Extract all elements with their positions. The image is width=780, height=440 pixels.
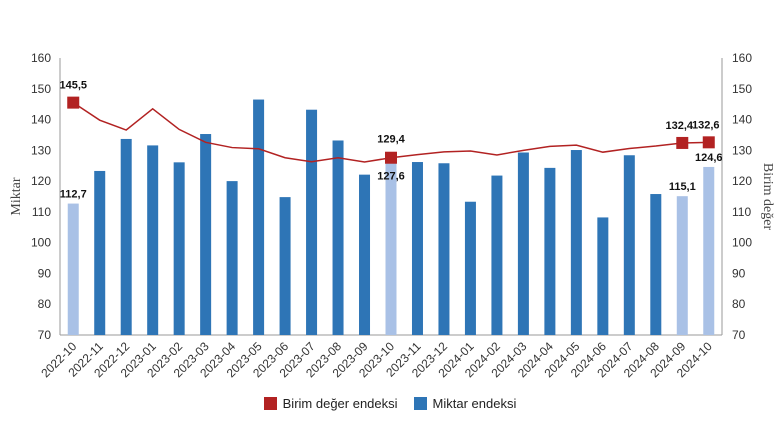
marker-2022-10 <box>67 96 80 109</box>
bar-2024-05 <box>570 150 582 335</box>
legend-item-quantity: Miktar endeksi <box>413 396 517 411</box>
y-tick-right-label: 130 <box>732 143 752 157</box>
y-tick-left-label: 80 <box>38 297 52 311</box>
y-tick-left-label: 130 <box>31 143 51 157</box>
bar-data-label: 112,7 <box>60 189 87 201</box>
y-tick-left-label: 160 <box>31 51 51 65</box>
bar-2024-08 <box>650 194 662 335</box>
bar-2023-07 <box>306 109 318 335</box>
legend-item-unit-value: Birim değer endeksi <box>263 396 398 411</box>
y-tick-left-label: 120 <box>31 174 51 188</box>
bar-2023-03 <box>200 134 212 335</box>
y-tick-right-label: 70 <box>732 328 746 342</box>
bar-2022-11 <box>94 170 106 335</box>
y-tick-right-label: 80 <box>732 297 746 311</box>
y-tick-right-label: 100 <box>732 236 752 250</box>
legend: Birim değer endeksi Miktar endeksi <box>0 396 780 411</box>
bar-2023-05 <box>253 99 265 335</box>
bar-data-label: 127,6 <box>377 171 405 183</box>
y-tick-left-label: 90 <box>38 266 52 280</box>
line-data-label: 129,4 <box>377 134 405 146</box>
bar-2024-04 <box>544 167 556 335</box>
line-data-label: 145,5 <box>59 80 87 92</box>
y-tick-left-label: 150 <box>31 82 51 96</box>
bar-2023-12 <box>438 163 450 335</box>
bar-2024-07 <box>623 155 635 335</box>
y-tick-right-label: 140 <box>732 113 752 127</box>
legend-label-quantity: Miktar endeksi <box>432 396 517 411</box>
bar-data-label: 115,1 <box>669 181 696 193</box>
bar-2024-09 <box>676 196 688 335</box>
y-tick-right-label: 120 <box>732 174 752 188</box>
bar-2024-01 <box>464 201 476 335</box>
bar-2024-03 <box>517 152 529 335</box>
marker-2023-10 <box>385 151 397 164</box>
y-axis-title-left: Miktar <box>9 177 24 215</box>
bar-2022-10 <box>67 203 79 335</box>
y-tick-left-label: 100 <box>31 236 51 250</box>
y-axis-title-right: Birim değer <box>760 163 775 231</box>
y-tick-left-label: 140 <box>31 113 51 127</box>
legend-label-unit-value: Birim değer endeksi <box>282 396 398 411</box>
bar-2024-06 <box>597 217 609 335</box>
y-tick-left-label: 110 <box>32 205 51 219</box>
legend-swatch-quantity <box>413 397 427 410</box>
marker-2024-09 <box>676 136 689 149</box>
bar-2023-08 <box>332 140 344 335</box>
bar-2023-11 <box>411 162 423 335</box>
bar-2023-09 <box>359 174 371 335</box>
bar-2023-02 <box>173 162 185 335</box>
bar-2023-01 <box>147 145 159 335</box>
bar-2024-02 <box>491 175 503 335</box>
line-data-label: 132,6 <box>692 119 720 131</box>
marker-2024-10 <box>702 136 715 149</box>
bar-data-label: 124,6 <box>695 152 723 164</box>
y-tick-right-label: 150 <box>732 82 752 96</box>
y-tick-left-label: 70 <box>38 328 52 342</box>
bar-2024-10 <box>703 166 715 335</box>
y-tick-right-label: 90 <box>732 266 746 280</box>
y-tick-right-label: 110 <box>732 205 751 219</box>
bar-2023-04 <box>226 181 238 335</box>
y-tick-right-label: 160 <box>732 51 752 65</box>
bar-2023-06 <box>279 197 291 335</box>
bar-2023-10 <box>385 157 397 335</box>
bar-2022-12 <box>120 138 132 335</box>
line-data-label: 132,4 <box>666 120 694 132</box>
legend-swatch-unit-value <box>263 397 277 410</box>
